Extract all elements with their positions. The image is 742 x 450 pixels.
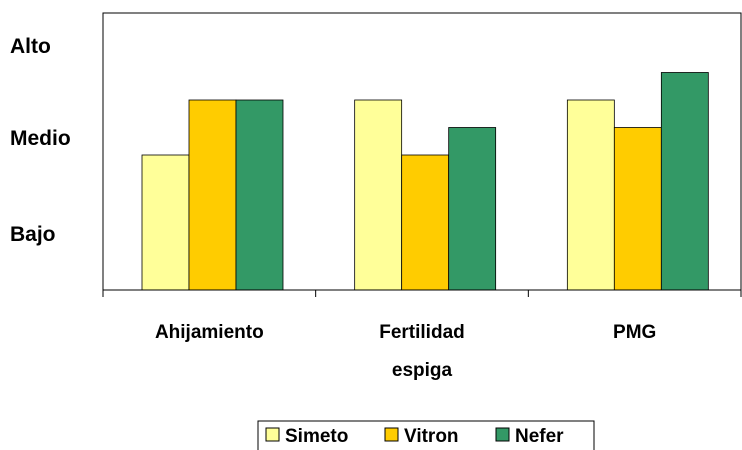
legend-swatch-vitron: [384, 427, 399, 442]
x-axis-labels: Ahijamiento Fertilidad espiga PMG: [155, 322, 656, 381]
x-category-label: espiga: [392, 360, 453, 381]
bar-nefer-3: [660, 72, 709, 291]
legend-box: [257, 420, 595, 450]
legend-swatch-nefer: [495, 427, 510, 442]
bars: [141, 72, 709, 291]
bar-simeto-1: [141, 154, 190, 291]
x-category-label: PMG: [613, 322, 656, 343]
y-axis-labels: Alto Medio Bajo: [10, 35, 71, 246]
bar-simeto-3: [566, 99, 615, 291]
legend-label-simeto: Simeto: [285, 426, 348, 447]
legend: Simeto Vitron Nefer: [257, 420, 595, 450]
y-label-medio: Medio: [10, 127, 71, 150]
legend-label-nefer: Nefer: [515, 426, 564, 447]
bar-simeto-2: [354, 99, 403, 291]
y-label-bajo: Bajo: [10, 223, 56, 246]
x-category-label: Fertilidad: [379, 322, 465, 343]
x-category-label: Ahijamiento: [155, 322, 264, 343]
legend-label-vitron: Vitron: [404, 426, 459, 447]
bar-vitron-1: [188, 99, 237, 291]
bar-vitron-2: [401, 154, 450, 291]
y-label-alto: Alto: [10, 35, 51, 58]
legend-swatch-simeto: [265, 427, 280, 442]
bar-nefer-1: [235, 99, 284, 291]
x-axis-ticks: [102, 290, 742, 297]
bar-nefer-2: [448, 127, 497, 291]
bar-vitron-3: [613, 127, 662, 291]
